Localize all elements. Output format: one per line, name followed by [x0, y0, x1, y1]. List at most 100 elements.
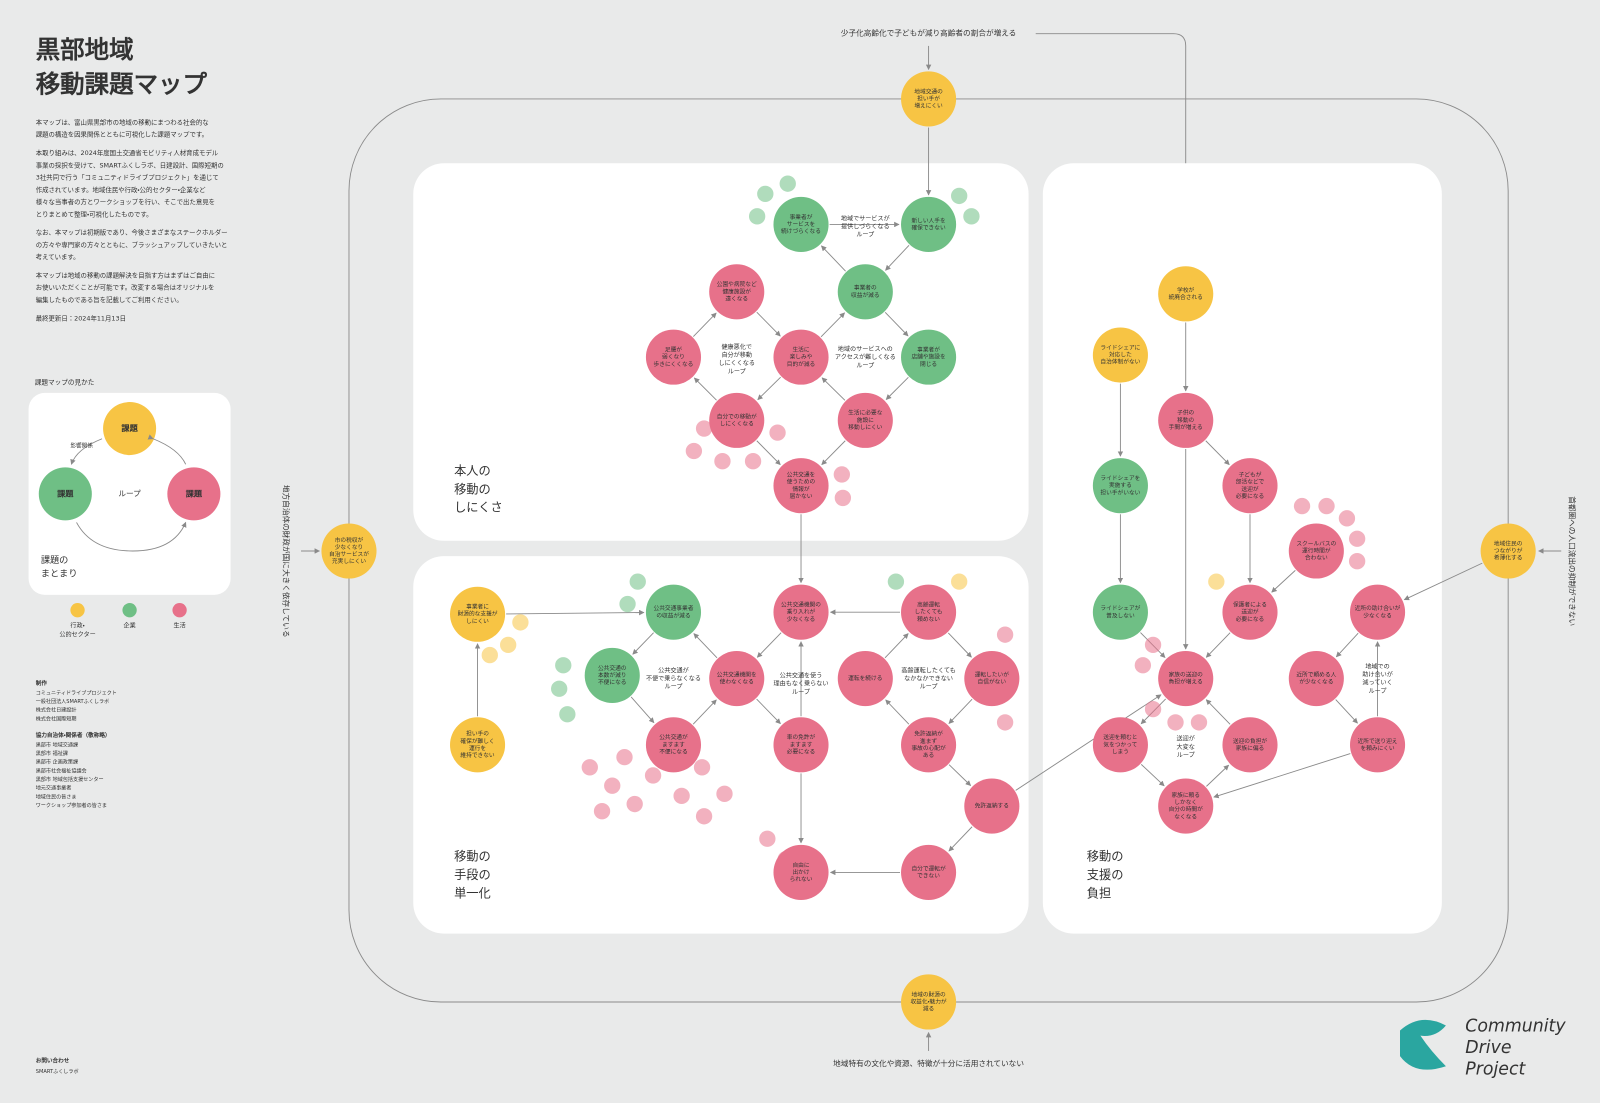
- description-line: お使いいただくことが可能です。改変する場合はオリジナルを: [36, 283, 215, 292]
- issue-label: 届かない: [790, 493, 813, 500]
- issue-label: 公共交通を: [787, 470, 816, 478]
- satellite-node: [616, 748, 633, 766]
- satellite-node: [1144, 636, 1162, 654]
- satellite-node: [769, 424, 786, 441]
- logo-text: Drive: [1465, 1038, 1511, 1058]
- legend-swatch: [122, 603, 137, 618]
- issue-node: [1158, 778, 1214, 834]
- issue-label: 負担が増える: [1169, 678, 1203, 686]
- description-line: 作成されています。地域住民や行政・公的セクター・企業など: [36, 185, 206, 194]
- arrow: [1035, 33, 1189, 269]
- legend-label: 公的セクター: [59, 631, 95, 639]
- issue-label: 維持できない: [460, 751, 495, 759]
- legend-issue: 課題: [57, 488, 74, 498]
- issue-node: [1222, 458, 1278, 514]
- issue-label: サービスを: [787, 220, 816, 228]
- issue-label: 公共交通機関を: [717, 670, 757, 678]
- arrow: [885, 377, 909, 400]
- issue-label: 健康施設が: [722, 287, 751, 295]
- issue-node: [645, 584, 702, 640]
- issue-label: られない: [790, 876, 813, 883]
- issue-label: ますます: [662, 741, 685, 748]
- arrow: [820, 245, 846, 272]
- arrow: [1205, 699, 1231, 725]
- issue-label: ライドシェアが: [1100, 604, 1140, 612]
- credits-line: 黒部市 福祉課: [36, 750, 68, 757]
- issue-label: 地域交通の: [914, 87, 943, 95]
- issue-node: [1288, 650, 1344, 707]
- section-label: 移動の: [1087, 850, 1124, 864]
- legend-arrow: [70, 438, 103, 465]
- issue-label: 弱くなり: [662, 354, 685, 361]
- satellite-node: [996, 714, 1014, 731]
- issue-label: 少なくなり: [335, 543, 364, 551]
- issue-label: 事故の心配が: [911, 744, 946, 752]
- issue-label: 保護者による: [1233, 601, 1267, 609]
- arrow: [693, 633, 718, 659]
- section-label: 単一化: [454, 886, 491, 900]
- legend-node: [38, 467, 92, 521]
- issue-label: 運転を続ける: [848, 674, 882, 682]
- issue-label: が少なくなる: [1299, 678, 1333, 686]
- issue-label: 公共交通の: [598, 664, 627, 672]
- satellite-node: [626, 795, 643, 813]
- issue-label: 自信がない: [978, 678, 1007, 686]
- description-line: なお、本マップは初期版であり、今後さまざまなステークホルダー: [36, 228, 228, 237]
- issue-label: 公共交通事業者: [654, 604, 694, 612]
- legend-label: 企業: [123, 621, 135, 629]
- issue-label: 施設に: [857, 416, 874, 424]
- description-line: 本取り組みは、2024年度国土交通省モビリティ人材育成モデル: [36, 148, 219, 157]
- credits-line: 黒部市 地域包括支援センター: [36, 776, 104, 783]
- issue-node: [1158, 266, 1214, 322]
- arrow: [1205, 632, 1231, 658]
- issue-label: 担い手の: [466, 730, 489, 738]
- issue-node: [1092, 584, 1148, 640]
- issue-label: 公共交通が: [659, 733, 688, 741]
- satellite-node: [1134, 657, 1152, 674]
- issue-label: ある: [923, 752, 934, 759]
- satellite-node: [1144, 700, 1162, 718]
- satellite-node: [619, 595, 636, 613]
- issue-label: しかなく: [1174, 799, 1197, 806]
- issue-label: 自治体制がない: [1100, 358, 1140, 366]
- satellite-node: [685, 442, 703, 460]
- arrow: [692, 699, 717, 725]
- satellite-node: [581, 759, 598, 776]
- section-panel: [1042, 163, 1442, 934]
- satellite-node: [551, 680, 568, 697]
- issue-label: 少なくなる: [1363, 611, 1392, 619]
- issue-label: 充実しにくい: [332, 557, 366, 565]
- arrow: [756, 440, 781, 466]
- loop-label: 自分が移動: [721, 351, 752, 359]
- section-label: 手段の: [454, 867, 491, 882]
- issue-label: 家族に偏る: [1236, 744, 1265, 752]
- issue-label: 合わない: [1305, 554, 1328, 562]
- credits-heading: 制作: [36, 679, 48, 687]
- issue-label: 必要になる: [1236, 615, 1265, 623]
- issue-label: を頼みにくい: [1360, 744, 1394, 752]
- issue-node: [1222, 584, 1278, 640]
- issue-label: 新しい人手を: [911, 216, 946, 224]
- issue-node: [1092, 327, 1148, 383]
- arrow: [885, 699, 910, 725]
- issue-label: 自分の時間が: [1169, 805, 1204, 813]
- issue-label: 遠くなる: [725, 294, 748, 302]
- issue-label: 気をつかって: [1103, 740, 1137, 748]
- issue-label: 楽しみや: [790, 353, 813, 361]
- issue-label: 目的が減る: [787, 360, 816, 368]
- description-line: 3社共同で行う「コミュニティドライブプロジェクト」を通じて: [36, 173, 219, 182]
- issue-node: [837, 392, 893, 448]
- satellite-node: [559, 706, 576, 723]
- issue-label: できない: [917, 872, 940, 879]
- loop-label: 地域のサービスへの: [838, 345, 893, 353]
- issue-node: [1222, 717, 1278, 773]
- arrow: [1206, 764, 1230, 787]
- arrow: [884, 312, 909, 337]
- issue-label: 自分での移動が: [717, 412, 757, 420]
- legend-issue: 課題: [186, 488, 203, 498]
- issue-node: [773, 584, 829, 640]
- issue-label: 部活などで: [1236, 478, 1265, 486]
- issue-node: [964, 650, 1020, 707]
- issue-node: [837, 650, 893, 707]
- issue-label: 移動しにくい: [848, 423, 882, 431]
